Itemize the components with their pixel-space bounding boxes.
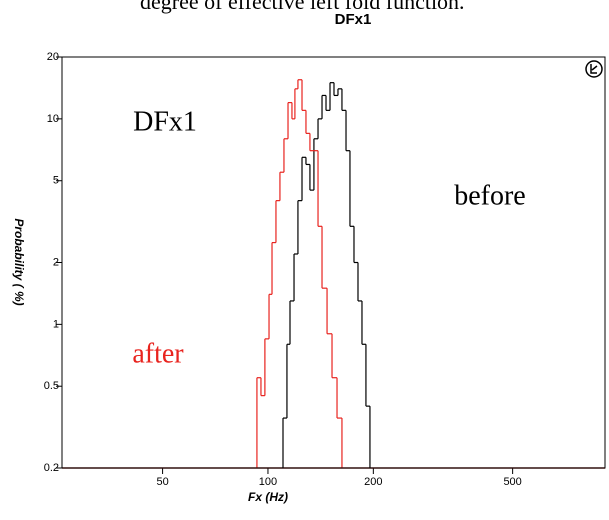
annotation: before (454, 180, 526, 211)
y-tick-label: 5 (53, 175, 59, 187)
caption: degree of effective left fold function. (140, 0, 465, 14)
y-tick-label: 0.2 (44, 462, 59, 474)
annotation: after (132, 338, 184, 369)
y-tick-label: 2 (53, 256, 59, 268)
y-tick-label: 20 (47, 51, 59, 63)
y-tick-label: 0.5 (44, 380, 59, 392)
annotation: DFx1 (133, 106, 197, 137)
x-tick-label: 500 (503, 476, 521, 488)
logo (585, 60, 603, 78)
chart-title: DFx1 (335, 11, 372, 28)
y-tick-label: 1 (53, 318, 59, 330)
y-tick-label: 10 (47, 113, 59, 125)
y-axis-label: Probability ( %) (12, 218, 26, 305)
x-tick-label: 50 (156, 476, 168, 488)
x-axis-label: Fx (Hz) (248, 490, 288, 504)
x-tick-label: 100 (259, 476, 277, 488)
plot-frame (61, 56, 606, 469)
x-tick-label: 200 (364, 476, 382, 488)
